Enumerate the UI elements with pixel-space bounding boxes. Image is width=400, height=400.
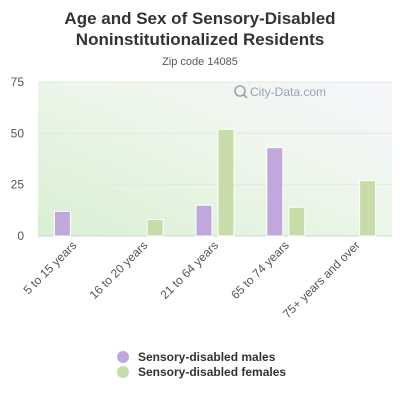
y-tick-label: 50 [11,126,25,140]
chart-subtitle: Zip code 14085 [162,56,238,68]
x-tick-label: 65 to 74 years [228,238,292,302]
plot-area [38,82,392,236]
y-tick-label: 25 [11,178,25,192]
x-tick-label: 5 to 15 years [21,238,80,297]
legend-swatch [117,351,129,363]
watermark: City-Data.com [234,85,326,99]
bar-females [359,180,377,237]
chart-title-line-2: Noninstitutionalized Residents [76,30,324,49]
bar-males [53,210,71,237]
bar-females [217,128,235,237]
x-tick-label: 75+ years and over [280,238,363,321]
y-tick-label: 0 [17,229,24,243]
y-tick-label: 75 [11,75,25,89]
search-icon [234,85,248,99]
bar-males [266,147,284,237]
bar-females [288,206,306,237]
x-tick-label: 21 to 64 years [157,238,221,302]
y-axis-ticks: 0 25 50 75 [11,75,25,243]
bar-males [195,204,213,237]
x-axis-ticks: 5 to 15 years 16 to 20 years 21 to 64 year… [21,238,363,321]
watermark-text: City-Data.com [250,85,326,99]
legend-label: Sensory-disabled females [138,365,286,379]
bar-females [146,219,164,237]
legend-label: Sensory-disabled males [138,350,276,364]
bars [53,128,377,237]
x-tick-label: 16 to 20 years [87,238,151,302]
legend-swatch [117,366,129,378]
chart-title-line-1: Age and Sex of Sensory-Disabled [64,9,335,28]
gridlines [38,81,392,237]
